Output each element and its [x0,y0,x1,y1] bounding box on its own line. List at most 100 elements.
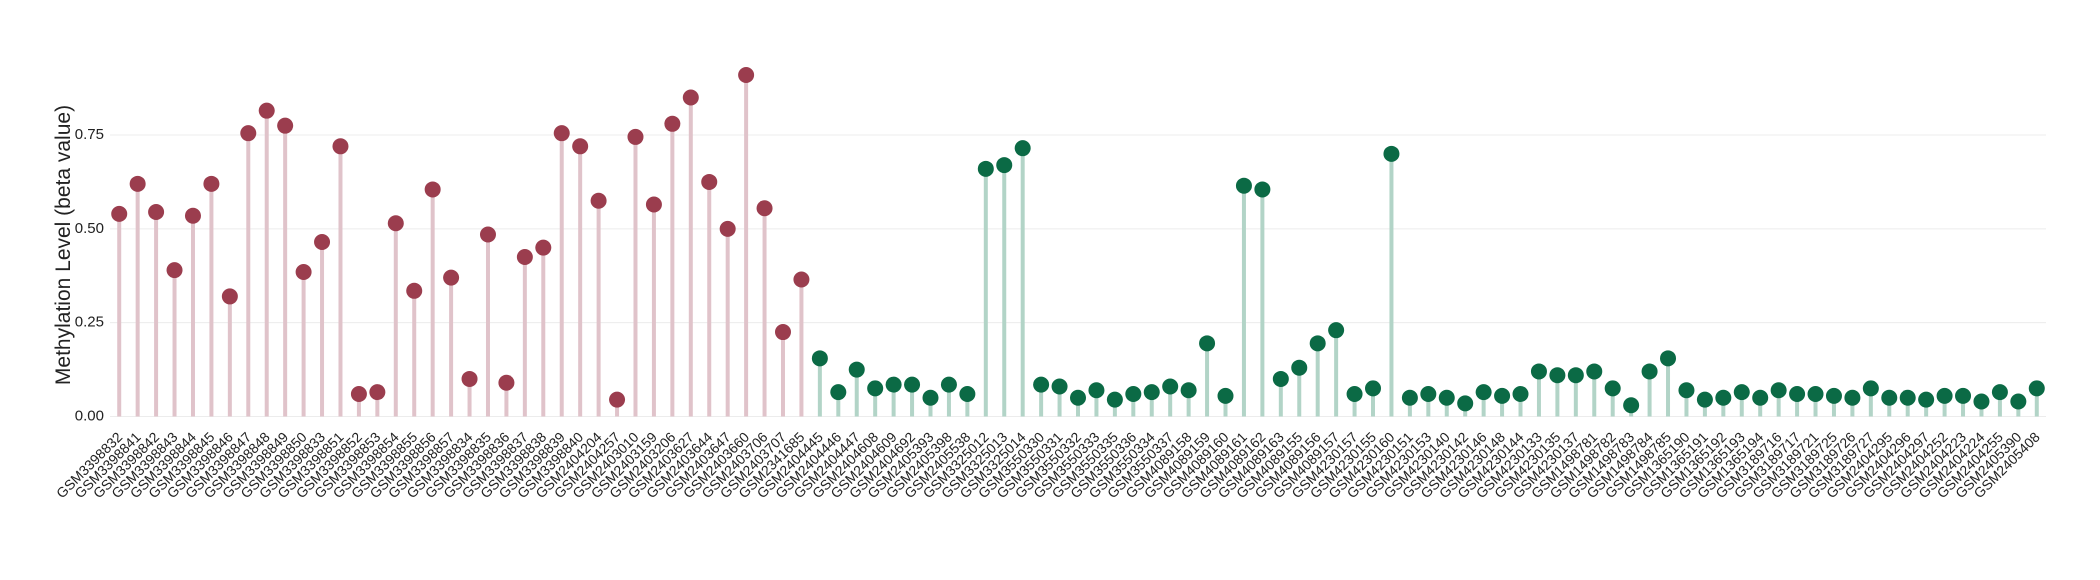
y-axis-title: Methylation Level (beta value) [52,105,75,385]
dot [977,160,994,177]
dot [1106,391,1123,408]
dot [1217,387,1234,404]
dot [1051,378,1068,395]
dot [738,67,755,84]
dot [516,249,533,266]
dot [1014,140,1031,157]
dot [1733,384,1750,401]
dot [922,389,939,406]
dot [295,264,312,281]
dot [1401,389,1418,406]
dot [240,125,257,142]
dot [1586,363,1603,380]
dot [1825,387,1842,404]
dot [682,89,699,106]
dot [350,385,367,402]
dot [498,374,515,391]
dot [793,271,810,288]
dot [1678,382,1695,399]
dot [1862,380,1879,397]
dot [1272,370,1289,387]
dot [1070,389,1086,406]
dot [535,239,552,256]
dot [314,234,331,250]
dot [184,207,201,224]
dot [1199,335,1216,352]
dot [1899,389,1916,406]
dot [1844,389,1861,406]
dot [461,370,478,387]
dot [1033,376,1050,393]
dot [2028,380,2045,397]
dot [148,203,165,220]
dot [1088,382,1105,399]
dot [1383,145,1400,162]
dot [664,115,681,132]
dot [1918,391,1935,408]
dot [1512,385,1529,402]
dot [1660,350,1677,367]
dot [203,175,220,192]
dot [1125,385,1142,402]
dot [1549,367,1566,384]
dot [1696,391,1713,408]
dot [258,102,275,119]
dot [774,324,791,341]
dot [848,361,865,378]
dot [885,376,902,393]
dot [1807,385,1824,402]
dot [959,385,976,402]
dot [553,125,570,142]
dot [387,215,404,232]
dot [111,205,128,222]
dot [443,269,460,286]
dot [940,376,957,393]
dot [1789,385,1806,402]
dot [406,282,423,299]
dot [1604,380,1621,397]
y-tick-label: 0.25 [75,314,104,331]
dot [1955,387,1972,404]
dot [904,376,921,393]
dot [1291,359,1308,376]
dot [1623,397,1640,414]
dot [479,226,496,243]
dot [719,220,736,237]
dot [701,173,718,190]
y-tick-label: 0.75 [75,126,104,143]
dot [221,288,238,305]
dot [1420,385,1437,402]
dot [1991,384,2008,401]
dot [1881,389,1898,406]
dot [1530,363,1547,380]
dot [2010,393,2027,410]
dot [1346,385,1363,402]
dot [1365,380,1382,397]
dot [1770,382,1787,399]
dot [867,380,884,397]
dot [277,117,294,134]
dot [1235,177,1252,194]
dot [1143,384,1160,401]
y-tick-label: 0.00 [75,407,104,424]
dot [1936,387,1953,404]
dot [1567,367,1584,384]
dot [590,192,607,209]
dot [1162,378,1179,395]
dot [166,262,183,279]
dot [1328,322,1345,339]
dot [1641,363,1658,380]
dot [1180,382,1197,399]
dot [129,175,146,192]
dot [1309,335,1326,352]
dot [1752,389,1769,406]
dot [609,391,626,408]
dot [756,200,773,217]
y-tick-label: 0.50 [75,220,104,237]
dot [369,384,386,401]
dot [627,128,644,145]
dot [1254,181,1271,198]
dot [830,384,847,401]
dot [1457,395,1474,412]
